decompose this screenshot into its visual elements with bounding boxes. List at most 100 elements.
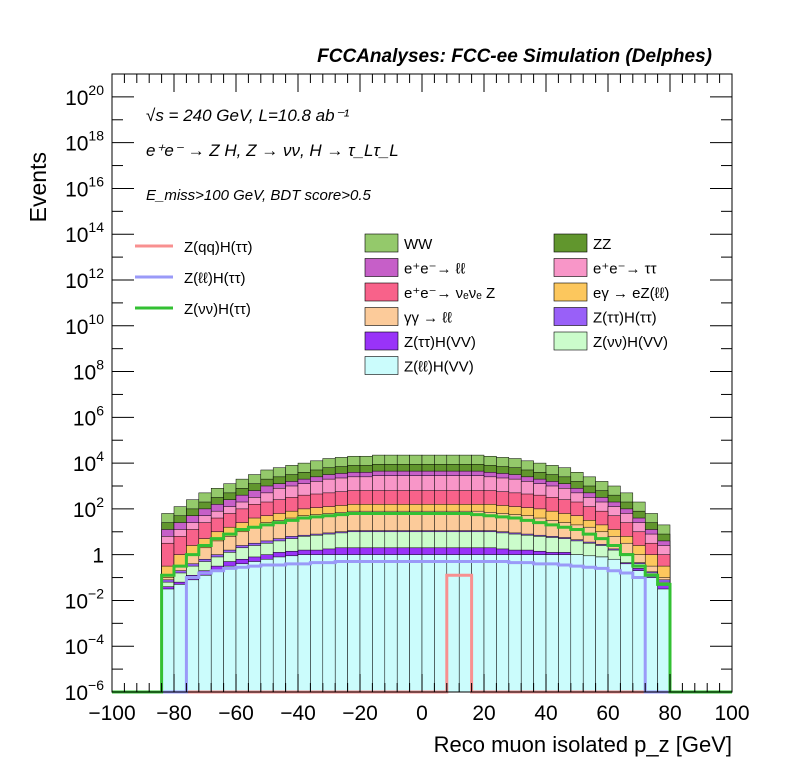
y-tick-label-9: 1012 <box>65 265 104 293</box>
legend-label-z-h: Z(ℓℓ)H(ττ) <box>184 270 246 287</box>
y-tick-label-4: 102 <box>73 494 104 522</box>
bar-z-h-vv-4 <box>161 588 175 693</box>
x-tick-label-6: 20 <box>472 702 495 725</box>
legend-swatch-item <box>364 307 399 326</box>
bar-z-h-vv-19 <box>347 554 361 693</box>
y-tick-label-1: 10−4 <box>65 631 105 659</box>
bar-z-h-vv-29 <box>471 554 485 693</box>
bar-z-h-vv-26 <box>434 554 448 693</box>
bar-z-h-vv-43 <box>644 577 658 693</box>
legend-swatch-ww <box>364 233 399 253</box>
bar-z-h-vv-5 <box>173 584 187 693</box>
legend-label-z-qq-h: Z(qq)H(ττ) <box>184 239 253 256</box>
x-tick-label-7: 40 <box>534 702 557 725</box>
bar-z-h-vv-32 <box>508 554 522 693</box>
x-tick-label-2: −60 <box>218 702 254 725</box>
bar-z-h-vv-12 <box>260 558 274 693</box>
x-tick-label-9: 80 <box>658 702 681 725</box>
x-axis-label: Reco muon isolated p_z [GeV] <box>434 732 732 757</box>
annotation-cuts: E_miss>100 GeV, BDT score>0.5 <box>146 187 371 204</box>
x-tick-label-5: 0 <box>416 702 428 725</box>
y-tick-label-3: 1 <box>92 545 104 568</box>
x-tick-label-1: −80 <box>156 702 192 725</box>
legend-label-zz: ZZ <box>593 236 611 253</box>
legend-label-ww: WW <box>404 236 433 253</box>
legend-label-z-h-vv: Z(ττ)H(VV) <box>404 334 476 351</box>
bar-z-h-vv-40 <box>607 558 621 693</box>
legend-label-e-ez: eγ → eZ(ℓℓ) <box>593 285 669 302</box>
bar-z-h-vv-31 <box>496 554 510 693</box>
bar-z-h-vv-7 <box>198 575 212 693</box>
bar-z-h-vv-21 <box>372 554 386 693</box>
bar-z-h-vv-8 <box>210 570 224 693</box>
y-axis-label: Events <box>25 152 51 222</box>
y-tick-label-11: 1016 <box>65 173 104 201</box>
y-tick-label-0: 10−6 <box>65 677 105 705</box>
legend-swatch-z-h-vv <box>364 331 399 351</box>
legend-swatch-z-h <box>553 307 588 326</box>
y-tick-label-8: 1010 <box>65 311 104 339</box>
legend-label-item: γγ → ℓℓ <box>404 310 452 327</box>
legend-swatch-e-e <box>553 258 588 277</box>
legend-swatch-e-ez <box>553 282 588 302</box>
bar-z-h-vv-42 <box>632 570 646 693</box>
legend-swatch-e-e-z <box>364 282 399 302</box>
signal-line-z-h <box>112 560 732 694</box>
y-tick-label-10: 1014 <box>65 219 104 247</box>
x-tick-label-3: −40 <box>280 702 316 725</box>
y-tick-label-5: 104 <box>73 448 104 476</box>
legend-label-z-h-vv: Z(νν)H(VV) <box>593 334 668 351</box>
y-tick-label-12: 1018 <box>65 128 104 156</box>
legend-swatch-z-h-vv <box>553 331 588 351</box>
legend-swatch-zz <box>553 233 588 253</box>
bar-z-h-vv-30 <box>483 554 497 693</box>
bar-z-h-vv-6 <box>186 579 200 693</box>
bar-z-h-vv-13 <box>272 556 286 693</box>
annotation-energy: √s = 240 GeV, L=10.8 ab⁻¹ <box>146 106 350 125</box>
bar-z-h-vv-39 <box>595 556 609 693</box>
x-tick-label-0: −100 <box>88 702 135 725</box>
legend-label-e-e: e⁺e⁻→ ττ <box>593 261 657 278</box>
y-tick-label-7: 108 <box>73 357 104 385</box>
bar-z-h-vv-38 <box>582 555 596 693</box>
bar-z-h-vv-35 <box>545 554 559 693</box>
bar-z-h-vv-23 <box>396 554 410 693</box>
legend-label-z-h-vv: Z(ℓℓ)H(VV) <box>404 359 474 376</box>
annotation-process: e⁺e⁻ → Z H, Z → νν, H → τ_Lτ_L <box>146 141 399 160</box>
y-tick-label-13: 1020 <box>65 82 104 110</box>
legend-label-z-h: Z(ττ)H(ττ) <box>593 310 657 327</box>
x-tick-label-10: 100 <box>714 702 749 725</box>
axes: −100 −80 −60 −40 −20 0 20 40 60 80 100 10−6 10−4 10−2… <box>65 73 750 725</box>
bar-z-h-vv-11 <box>248 561 262 693</box>
y-tick-label-6: 106 <box>73 402 104 430</box>
bar-z-h-vv-24 <box>409 554 423 693</box>
legend-swatch-z-h-vv <box>364 356 399 375</box>
legend: Z(qq)H(ττ) Z(ℓℓ)H(ττ) Z(νν)H(ττ) WW ZZ e⁺e⁻→ … <box>135 233 669 376</box>
legend-label-e-e: e⁺e⁻→ ℓℓ <box>404 261 466 278</box>
signal-line-z-h <box>112 511 732 694</box>
stacked-bars <box>161 454 671 693</box>
bar-z-h-vv-25 <box>421 554 435 693</box>
legend-label-e-e-z: e⁺e⁻→ νₑνₑ Z <box>404 285 495 302</box>
x-tick-label-4: −20 <box>342 702 378 725</box>
bar-z-h-vv-10 <box>235 563 249 693</box>
bar-z-h-vv-37 <box>570 554 584 693</box>
bar-z-h-vv-15 <box>297 554 311 693</box>
bar-z-h-vv-16 <box>310 554 324 693</box>
bar-z-h-vv-17 <box>322 554 336 693</box>
bar-z-h-vv-41 <box>620 563 634 693</box>
legend-swatch-e-e <box>364 258 399 277</box>
series-z-h-vv <box>161 554 671 693</box>
bar-z-h-vv-14 <box>285 555 299 693</box>
bar-z-h-vv-20 <box>359 554 373 693</box>
bar-z-h-vv-9 <box>223 565 237 693</box>
chart-title: FCCAnalyses: FCC-ee Simulation (Delphes) <box>317 46 712 67</box>
bar-z-h-vv-34 <box>533 554 547 693</box>
bar-z-h-vv-33 <box>520 554 534 693</box>
y-tick-label-2: 10−2 <box>65 585 105 613</box>
legend-label-z-h: Z(νν)H(ττ) <box>184 301 251 318</box>
bar-z-h-vv-22 <box>384 554 398 693</box>
x-tick-label-8: 60 <box>596 702 619 725</box>
bar-z-h-vv-36 <box>558 554 572 693</box>
